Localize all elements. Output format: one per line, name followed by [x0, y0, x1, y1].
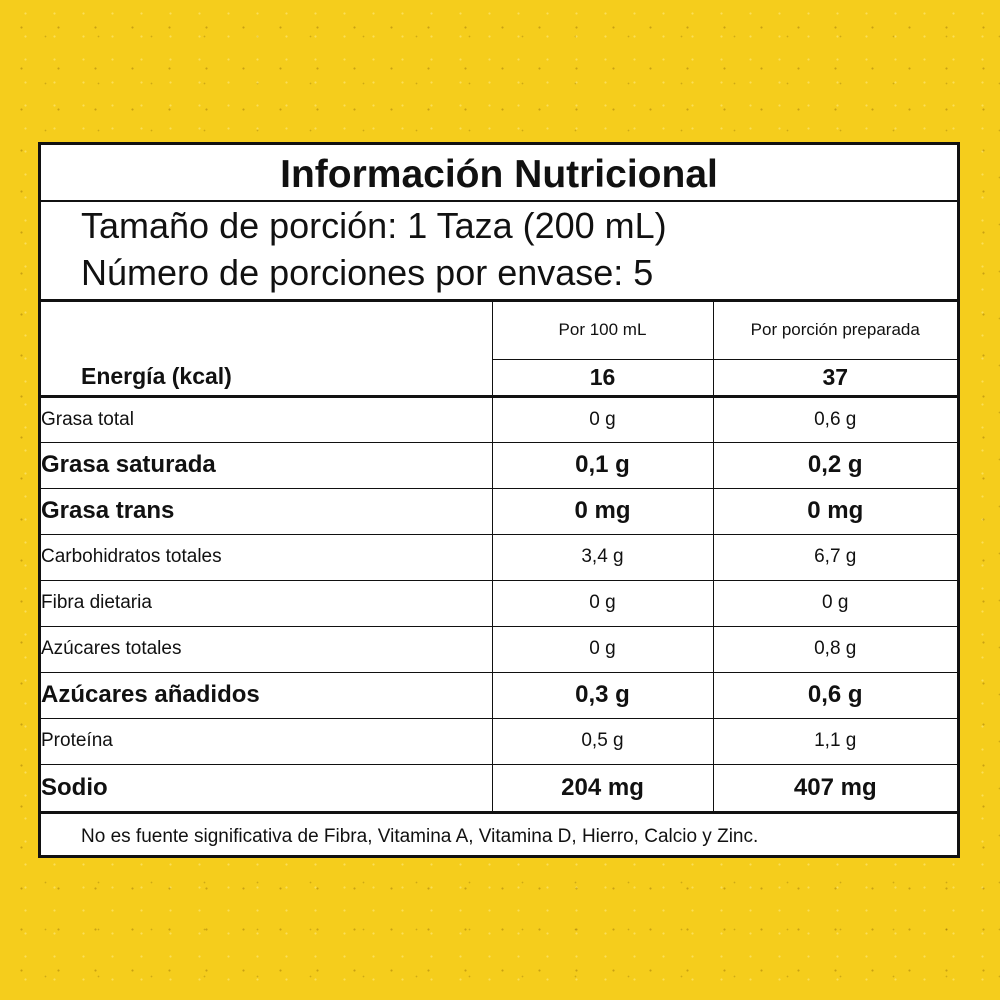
nutrient-row: Grasa total 0 g 0,6 g	[41, 394, 957, 442]
value-per-serving: 0,8 g	[712, 625, 957, 672]
value-per-100ml: 204 mg	[491, 763, 713, 814]
value-per-serving: 0,6 g	[712, 671, 957, 718]
value-per-serving: 0 mg	[712, 487, 957, 534]
value-per-100ml: 3,4 g	[491, 533, 713, 580]
nutrient-row: Azúcares totales 0 g 0,8 g	[41, 625, 957, 672]
value-per-serving: 407 mg	[712, 763, 957, 814]
nutrient-row: Carbohidratos totales 3,4 g 6,7 g	[41, 533, 957, 580]
value-per-100ml: 0 g	[491, 625, 713, 672]
value-per-serving: 37	[712, 359, 957, 396]
value-per-serving: 0,2 g	[712, 441, 957, 488]
nutrient-row: Sodio 204 mg 407 mg	[41, 763, 957, 814]
nutrient-row: Proteína 0,5 g 1,1 g	[41, 717, 957, 764]
nutrient-name: Grasa total	[41, 394, 492, 442]
column-header-blank	[41, 302, 492, 359]
nutrient-name: Proteína	[41, 717, 492, 764]
value-per-100ml: 0 g	[491, 394, 713, 442]
label-title: Información Nutricional	[280, 153, 718, 196]
value-per-100ml: 0 g	[491, 579, 713, 626]
nutrient-row: Grasa saturada 0,1 g 0,2 g	[41, 441, 957, 488]
value-per-serving: 1,1 g	[712, 717, 957, 764]
nutrient-name: Fibra dietaria	[41, 579, 492, 626]
value-per-serving: 6,7 g	[712, 533, 957, 580]
nutrition-table: Por 100 mL Por porción preparada Energía…	[41, 302, 957, 814]
nutrient-name: Grasa trans	[41, 487, 492, 534]
nutrition-facts-panel: Información Nutricional Tamaño de porció…	[38, 142, 960, 858]
value-per-serving: 0 g	[712, 579, 957, 626]
nutrient-name: Energía (kcal)	[81, 363, 232, 390]
column-header-row: Por 100 mL Por porción preparada	[41, 302, 957, 360]
nutrient-row: Fibra dietaria 0 g 0 g	[41, 579, 957, 626]
value-per-100ml: 0,1 g	[491, 441, 713, 488]
column-header-per-100ml: Por 100 mL	[491, 302, 713, 360]
value-per-100ml: 16	[491, 359, 713, 396]
value-per-100ml: 0 mg	[491, 487, 713, 534]
nutrient-name: Azúcares totales	[41, 625, 492, 672]
servings-per-container: Número de porciones por envase: 5	[81, 252, 654, 293]
serving-size: Tamaño de porción: 1 Taza (200 mL)	[81, 205, 667, 246]
value-per-100ml: 0,5 g	[491, 717, 713, 764]
nutrient-name: Carbohidratos totales	[41, 533, 492, 580]
value-per-serving: 0,6 g	[712, 394, 957, 442]
nutrient-name: Azúcares añadidos	[41, 671, 492, 718]
footnote: No es fuente significativa de Fibra, Vit…	[81, 826, 759, 847]
title-divider	[41, 200, 957, 202]
value-per-100ml: 0,3 g	[491, 671, 713, 718]
nutrient-name: Sodio	[41, 763, 492, 814]
nutrient-row: Azúcares añadidos 0,3 g 0,6 g	[41, 671, 957, 718]
nutrient-name: Grasa saturada	[41, 441, 492, 488]
label-header: Información Nutricional Tamaño de porció…	[41, 145, 957, 302]
column-header-per-serving: Por porción preparada	[712, 302, 957, 360]
energy-row: Energía (kcal) 16 37	[41, 359, 957, 396]
nutrient-row: Grasa trans 0 mg 0 mg	[41, 487, 957, 534]
